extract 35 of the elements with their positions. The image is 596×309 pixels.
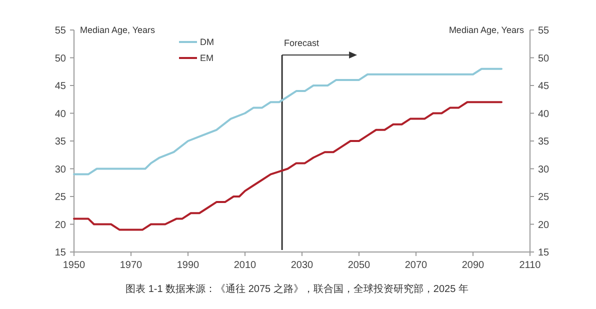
x-tick-label: 1990 — [176, 260, 200, 271]
x-tick-label: 1970 — [120, 260, 143, 271]
x-tick-label: 2030 — [290, 260, 314, 271]
y2-tick-label: 20 — [538, 220, 550, 231]
y2-tick-label: 15 — [538, 248, 550, 258]
y2-tick-label: 35 — [538, 136, 550, 148]
x-tick-label: 1950 — [62, 260, 86, 271]
text: 图表 1-1 数据来源：《通往 2075 之路》，联合国，全球投资研究部，2025 年 — [126, 283, 468, 295]
y-tick-label: 15 — [54, 248, 66, 258]
x-tick-label: 2050 — [348, 260, 371, 271]
y2-tick-label: 55 — [538, 26, 550, 36]
y2-tick-label: 25 — [538, 192, 550, 203]
y-tick-label: 40 — [54, 108, 66, 120]
x-tick-label: 2010 — [234, 260, 257, 271]
y2-tick-label: 30 — [538, 164, 550, 176]
y-tick-label: 25 — [54, 192, 66, 203]
y2-tick-label: 50 — [538, 53, 550, 64]
y-tick-label: 20 — [54, 220, 66, 231]
y-tick-label: 35 — [54, 136, 66, 148]
legend-label: DM — [200, 37, 214, 48]
legend-label: EM — [200, 53, 214, 64]
y2-tick-label: 40 — [538, 108, 550, 120]
line-series — [73, 101, 502, 231]
x-tick-label: 2090 — [462, 260, 485, 271]
y-tick-label: 50 — [54, 53, 66, 64]
y-axis-title: Median Age, Years — [80, 25, 156, 36]
x-tick-label: 2110 — [519, 260, 542, 271]
y-tick-label: 45 — [54, 81, 66, 92]
y-tick-label: 30 — [54, 164, 66, 176]
y2-tick-label: 45 — [538, 81, 550, 92]
y-tick-label: 55 — [54, 26, 66, 36]
line-series — [73, 68, 502, 176]
ref-line-label: Forecast — [284, 38, 320, 48]
y2-axis-title: Median Age, Years — [448, 25, 524, 36]
x-tick-label: 2070 — [404, 260, 428, 271]
